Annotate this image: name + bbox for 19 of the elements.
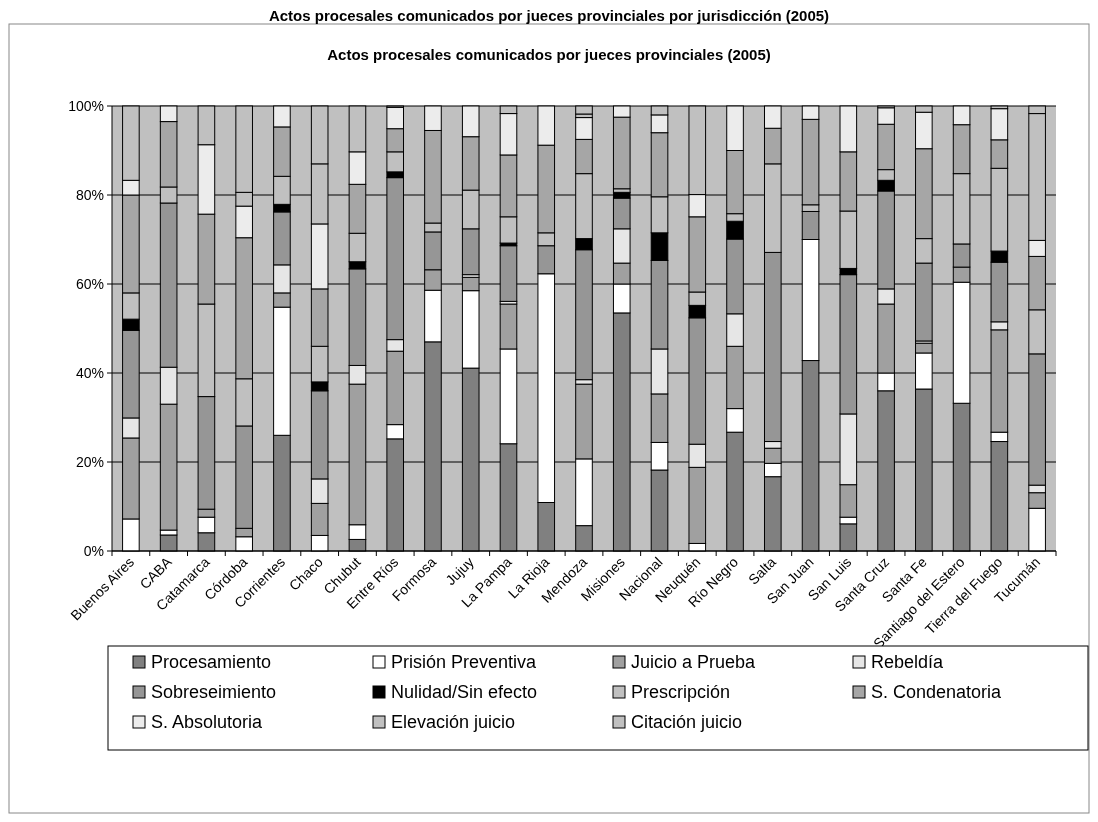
y-tick-label: 0% [83,542,104,559]
legend-label: S. Condenatoria [871,682,1003,703]
legend-label: Sobreseimiento [151,682,277,703]
legend-label: Procesamiento [151,652,272,673]
y-tick-label: 20% [75,453,104,470]
legend-label: Citación juicio [631,712,743,733]
legend-label: Nulidad/Sin efecto [391,682,538,703]
chart-subtitle: Actos procesales comunicados por jueces provinciales (2005) [327,46,771,63]
legend-label: Rebeldía [871,652,945,673]
legend-label: Juicio a Prueba [631,652,757,673]
legend-label: Prisión Preventiva [391,652,538,673]
legend-label: S. Absolutoria [151,712,264,733]
y-tick-label: 40% [75,364,104,381]
y-tick-label: 100% [68,97,104,114]
chart-title: Actos procesales comunicados por jueces provinciales por jurisdicción (2005) [268,7,830,24]
y-tick-label: 80% [75,186,104,203]
legend-label: Prescripción [631,682,731,703]
y-tick-label: 60% [75,275,104,292]
legend-label: Elevación juicio [391,712,516,733]
